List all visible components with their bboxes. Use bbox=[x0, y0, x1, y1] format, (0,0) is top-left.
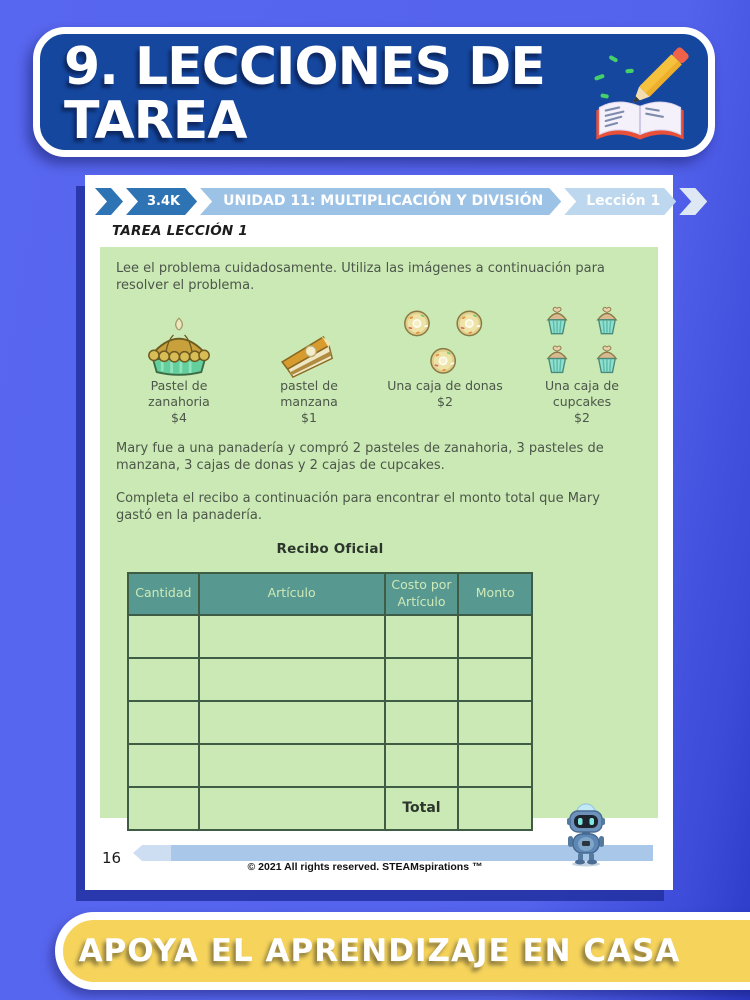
donut-box-icon bbox=[404, 310, 483, 375]
bakery-items: Pastel de zanahoria $4 pastel de manzana… bbox=[118, 306, 642, 425]
item-label: Pastel de zanahoria bbox=[148, 378, 210, 409]
receipt-title: Recibo Oficial bbox=[276, 540, 384, 557]
receipt-input-cell[interactable] bbox=[457, 656, 533, 702]
receipt-input-cell[interactable] bbox=[383, 656, 460, 702]
receipt-section: Recibo Oficial Cantidad Artículo Costo por… bbox=[127, 541, 533, 831]
instruction-text: Completa el recibo a continuación para e… bbox=[116, 490, 600, 523]
book-pencil-icon bbox=[594, 47, 689, 140]
bottom-banner-text: APOYA EL APRENDIZAJE EN CASA bbox=[78, 933, 681, 969]
receipt-input-cell[interactable] bbox=[457, 699, 533, 745]
breadcrumb: 3.4K UNIDAD 11: MULTIPLICACIÓN Y DIVISIÓ… bbox=[95, 188, 707, 215]
chevron-lead-icon bbox=[95, 188, 123, 215]
page-number: 16 bbox=[102, 849, 122, 867]
receipt-input-cell[interactable] bbox=[127, 613, 200, 659]
intro-text: Lee el problema cuidadosamente. Utiliza … bbox=[116, 261, 605, 294]
receipt-input-cell[interactable] bbox=[197, 742, 386, 788]
item-label: Una caja de cupcakes bbox=[545, 378, 619, 409]
item-price: $4 bbox=[171, 409, 187, 425]
cupcake-box-icon bbox=[547, 306, 617, 374]
receipt-input-cell[interactable] bbox=[457, 613, 533, 659]
item-price: $2 bbox=[437, 393, 453, 409]
receipt-header-row: Cantidad Artículo Costo por Artículo Monto bbox=[127, 571, 533, 616]
total-label-cell: Total bbox=[383, 785, 460, 831]
receipt-row: Total bbox=[127, 785, 533, 831]
breadcrumb-lesson: Lección 1 bbox=[564, 188, 676, 215]
receipt-input-cell[interactable] bbox=[383, 699, 460, 745]
breadcrumb-unit: UNIDAD 11: MULTIPLICACIÓN Y DIVISIÓN bbox=[200, 188, 561, 215]
receipt-column-header: Artículo bbox=[197, 571, 386, 616]
robot-mascot-icon bbox=[567, 803, 605, 867]
receipt-input-cell[interactable] bbox=[457, 742, 533, 788]
receipt-input-cell[interactable] bbox=[197, 656, 386, 702]
page-title: 9. LECCIONES DE TAREA bbox=[64, 37, 546, 152]
title-banner: 9. LECCIONES DE TAREA bbox=[33, 27, 715, 157]
chevron-tail-icon bbox=[679, 188, 707, 215]
item-label: pastel de manzana bbox=[280, 378, 338, 409]
receipt-row bbox=[127, 699, 533, 745]
receipt-input-cell[interactable] bbox=[127, 656, 200, 702]
receipt-column-header: Monto bbox=[457, 571, 533, 616]
receipt-row bbox=[127, 742, 533, 788]
receipt-column-header: Costo por Artículo bbox=[383, 571, 460, 616]
lesson-subtitle: TAREA LECCIÓN 1 bbox=[112, 223, 248, 239]
bakery-item: pastel de manzana $1 bbox=[254, 308, 364, 425]
worksheet-page: 3.4K UNIDAD 11: MULTIPLICACIÓN Y DIVISIÓ… bbox=[85, 175, 673, 890]
bakery-item: Una caja de cupcakes $2 bbox=[526, 306, 638, 425]
receipt-input-cell[interactable] bbox=[383, 613, 460, 659]
copyright-text: © 2021 All rights reserved. STEAMspirati… bbox=[247, 861, 483, 873]
item-price: $2 bbox=[574, 409, 590, 425]
receipt-row bbox=[127, 656, 533, 702]
problem-box: Lee el problema cuidadosamente. Utiliza … bbox=[100, 247, 658, 831]
receipt-table-body: Total bbox=[127, 613, 533, 831]
receipt-row bbox=[127, 613, 533, 659]
bakery-item: Pastel de zanahoria $4 bbox=[118, 308, 240, 425]
receipt-input-cell[interactable] bbox=[127, 742, 200, 788]
carrot-cake-pie-icon bbox=[148, 317, 210, 377]
bottom-banner: APOYA EL APRENDIZAJE EN CASA bbox=[55, 912, 750, 990]
receipt-column-header: Cantidad bbox=[127, 571, 200, 616]
bakery-item: Una caja de donas $2 bbox=[386, 308, 504, 425]
footer-bar-chevron-icon bbox=[133, 845, 179, 861]
item-price: $1 bbox=[301, 409, 317, 425]
receipt-input-cell[interactable] bbox=[197, 785, 386, 831]
receipt-input-cell[interactable] bbox=[457, 785, 533, 831]
breadcrumb-views: 3.4K bbox=[126, 188, 197, 215]
receipt-input-cell[interactable] bbox=[383, 742, 460, 788]
receipt-input-cell[interactable] bbox=[127, 699, 200, 745]
receipt-input-cell[interactable] bbox=[197, 699, 386, 745]
receipt-input-cell[interactable] bbox=[127, 785, 200, 831]
problem-text: Mary fue a una panadería y compró 2 past… bbox=[116, 441, 604, 474]
item-label: Una caja de donas bbox=[387, 378, 503, 394]
footer-bar bbox=[171, 845, 653, 861]
receipt-table: Cantidad Artículo Costo por Artículo Monto … bbox=[127, 571, 533, 831]
receipt-input-cell[interactable] bbox=[197, 613, 386, 659]
apple-pie-slice-icon bbox=[281, 335, 334, 379]
